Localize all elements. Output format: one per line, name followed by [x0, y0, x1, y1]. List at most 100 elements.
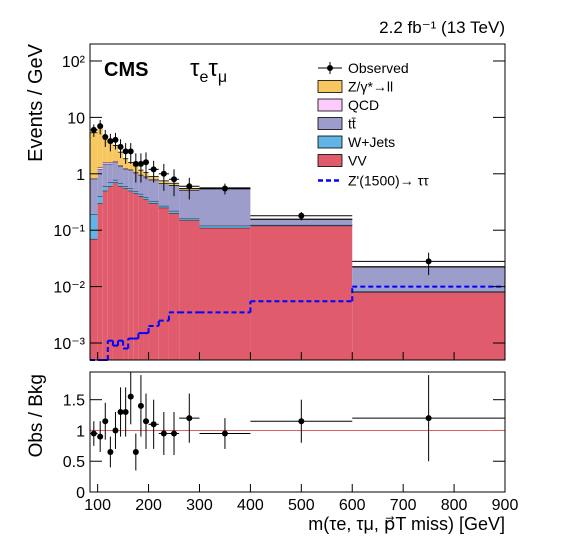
- x-axis-label: m(τe, τμ, p⃗T miss) [GeV]: [308, 514, 505, 534]
- data-point: [186, 415, 193, 422]
- data-point: [298, 212, 305, 219]
- stack-segment: [102, 162, 108, 164]
- stack-segment: [102, 136, 108, 163]
- legend-marker: [327, 65, 333, 71]
- data-point: [150, 166, 157, 173]
- stack-segment: [128, 190, 134, 360]
- data-point: [97, 433, 104, 440]
- stack-segment: [90, 179, 98, 215]
- stack-segment: [138, 193, 144, 197]
- data-point: [102, 418, 109, 425]
- channel-part: μ: [218, 69, 227, 86]
- x-tick-label: 300: [186, 497, 213, 514]
- stack-segment: [97, 196, 103, 204]
- data-point: [132, 160, 139, 167]
- stack-segment: [250, 225, 353, 360]
- stack-segment: [128, 169, 134, 171]
- data-point: [160, 170, 167, 177]
- stack-segment: [90, 178, 98, 180]
- channel-part: τ: [190, 55, 200, 82]
- x-tick-label: 800: [441, 497, 468, 514]
- stack-segment: [199, 225, 251, 228]
- stack-segment: [112, 162, 119, 180]
- x-tick-label: 700: [390, 497, 417, 514]
- x-tick-label: 100: [84, 497, 111, 514]
- legend-label: Z/γ*→ll: [348, 79, 393, 95]
- stack-segment: [107, 142, 113, 163]
- y-axis-label: Obs / Bkg: [26, 374, 47, 457]
- legend-label: W+Jets: [348, 134, 395, 150]
- stack-segment: [133, 193, 139, 360]
- stack-segment: [118, 165, 124, 167]
- stack-segment: [133, 191, 139, 194]
- legend-swatch: [317, 154, 343, 167]
- stack-segment: [107, 182, 113, 187]
- data-point: [112, 427, 119, 434]
- legend-swatch: [317, 117, 343, 130]
- stack-segment: [179, 220, 200, 360]
- stack-segment: [128, 170, 134, 189]
- stack-segment: [352, 292, 505, 360]
- stack-segment: [107, 162, 113, 164]
- plot-frame: [89, 371, 506, 493]
- stack-segment: [97, 169, 103, 197]
- stack-segment: [118, 152, 124, 166]
- stack-segment: [112, 182, 119, 360]
- data-point: [150, 421, 157, 428]
- data-point: [132, 449, 139, 455]
- data-point: [112, 136, 119, 143]
- stack-segment: [199, 188, 251, 226]
- data-point: [186, 183, 193, 190]
- stack-segment: [97, 203, 103, 360]
- stack-segment: [128, 162, 134, 170]
- legend-label: Z'(1500)→ ττ: [348, 173, 429, 189]
- data-point: [221, 430, 228, 437]
- y-tick-label: 10⁻²: [53, 280, 85, 297]
- data-point: [127, 393, 134, 400]
- stack-segment: [123, 188, 129, 360]
- stack-segment: [112, 179, 119, 183]
- plot-frame: [89, 43, 506, 361]
- data-point: [97, 123, 104, 130]
- stack-segment: [107, 163, 113, 183]
- data-point: [117, 143, 124, 150]
- y-tick-label: 10: [67, 110, 85, 127]
- y-tick-label: 0: [76, 485, 85, 502]
- lumi-label: 2.2 fb⁻¹ (13 TeV): [379, 18, 505, 37]
- data-point: [298, 418, 305, 425]
- data-point: [425, 258, 432, 265]
- data-point: [160, 430, 167, 437]
- data-point: [107, 449, 114, 455]
- data-point: [127, 148, 134, 155]
- channel-label: τeτμ: [190, 55, 227, 86]
- data-point: [137, 160, 144, 167]
- legend-swatch: [317, 135, 343, 149]
- stack-segment: [97, 167, 103, 170]
- stack-segment: [143, 199, 149, 360]
- data-point: [107, 138, 114, 145]
- stack-segment: [148, 203, 159, 360]
- x-tick-label: 200: [135, 497, 162, 514]
- data-point: [117, 409, 124, 415]
- data-point: [171, 176, 178, 183]
- data-point: [122, 409, 129, 415]
- stack-segment: [102, 190, 108, 360]
- data-point: [102, 133, 109, 140]
- data-point: [137, 402, 144, 409]
- x-tick-label: 400: [237, 497, 264, 514]
- stack-segment: [123, 168, 129, 170]
- stack-segment: [179, 190, 200, 219]
- legend-label: tt̄: [348, 116, 356, 132]
- channel-part: τ: [208, 55, 218, 82]
- stack-segment: [97, 126, 103, 168]
- y-tick-label: 1: [76, 167, 85, 184]
- data-point: [171, 430, 178, 437]
- stack-segment: [143, 197, 149, 200]
- stack-segment: [158, 207, 169, 360]
- y-tick-label: 10²: [62, 54, 86, 71]
- stack-segment: [168, 185, 180, 211]
- stack-segment: [102, 186, 108, 191]
- stack-segment: [250, 224, 353, 226]
